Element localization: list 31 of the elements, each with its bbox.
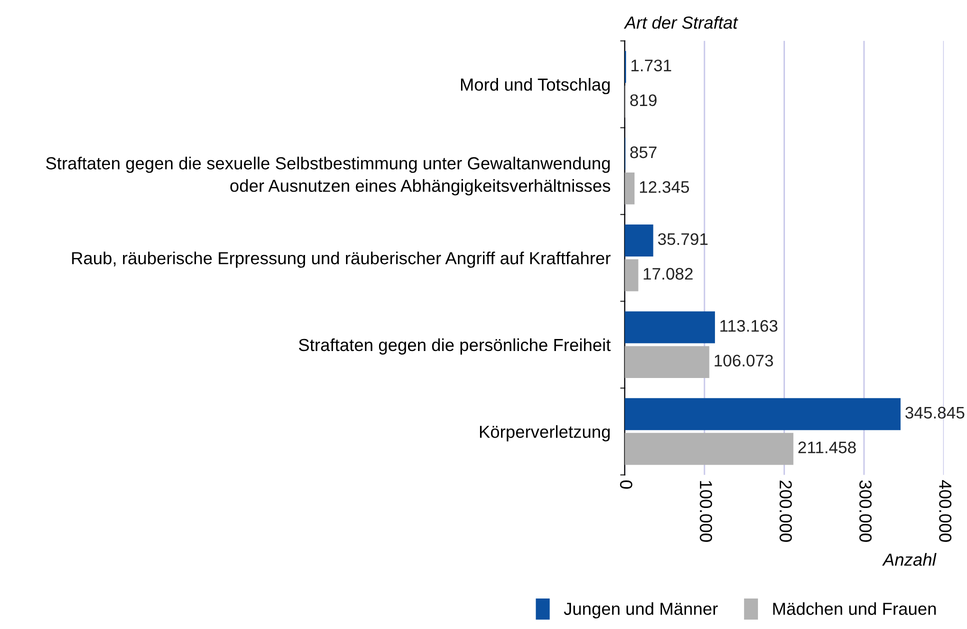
bar (624, 398, 901, 430)
bar (624, 259, 638, 292)
y-tick-label: Körperverletzung (480, 425, 610, 442)
bar (624, 311, 715, 344)
x-axis-title: Anzahl (882, 553, 936, 566)
bar (624, 432, 794, 465)
y-axis-title: Art der Straftat (624, 16, 738, 29)
bar (624, 224, 654, 256)
data-label: 17.082 (644, 268, 693, 280)
data-label: 819 (630, 94, 657, 106)
y-tick-label: Straftaten gegen die sexuelle Selbstbestimmung unter Gewaltanwendung oder Ausnutzen eines Abhängigkeitsverhältnisses (46, 156, 610, 196)
data-label: 12.345 (640, 181, 689, 193)
y-tick-label: Mord und Totschlag (461, 78, 610, 94)
bar (624, 172, 635, 204)
data-label: 345.845 (905, 406, 964, 419)
y-tick-label: Raub, räuberische Erpressung und räuberischer Angriff auf Kraftfahrer (72, 252, 611, 268)
legend-label: Mädchen und Frauen (773, 602, 936, 615)
x-tick-label: 100.000 (700, 481, 712, 542)
data-label: 1.731 (632, 60, 672, 72)
data-label: 106.073 (714, 354, 773, 367)
data-label: 35.791 (658, 233, 708, 246)
x-tick-label: 400.000 (939, 480, 952, 542)
x-tick-label: 200.000 (780, 480, 792, 542)
x-tick-label: 0 (620, 480, 632, 489)
bar (624, 346, 710, 378)
y-tick-label: Straftaten gegen die persönliche Freiheit (298, 338, 611, 355)
data-label: 857 (630, 146, 657, 158)
data-label: 113.163 (720, 320, 778, 332)
legend-label: Jungen und Männer (564, 602, 718, 618)
data-label: 211.458 (798, 442, 856, 454)
x-tick-label: 300.000 (859, 480, 872, 542)
